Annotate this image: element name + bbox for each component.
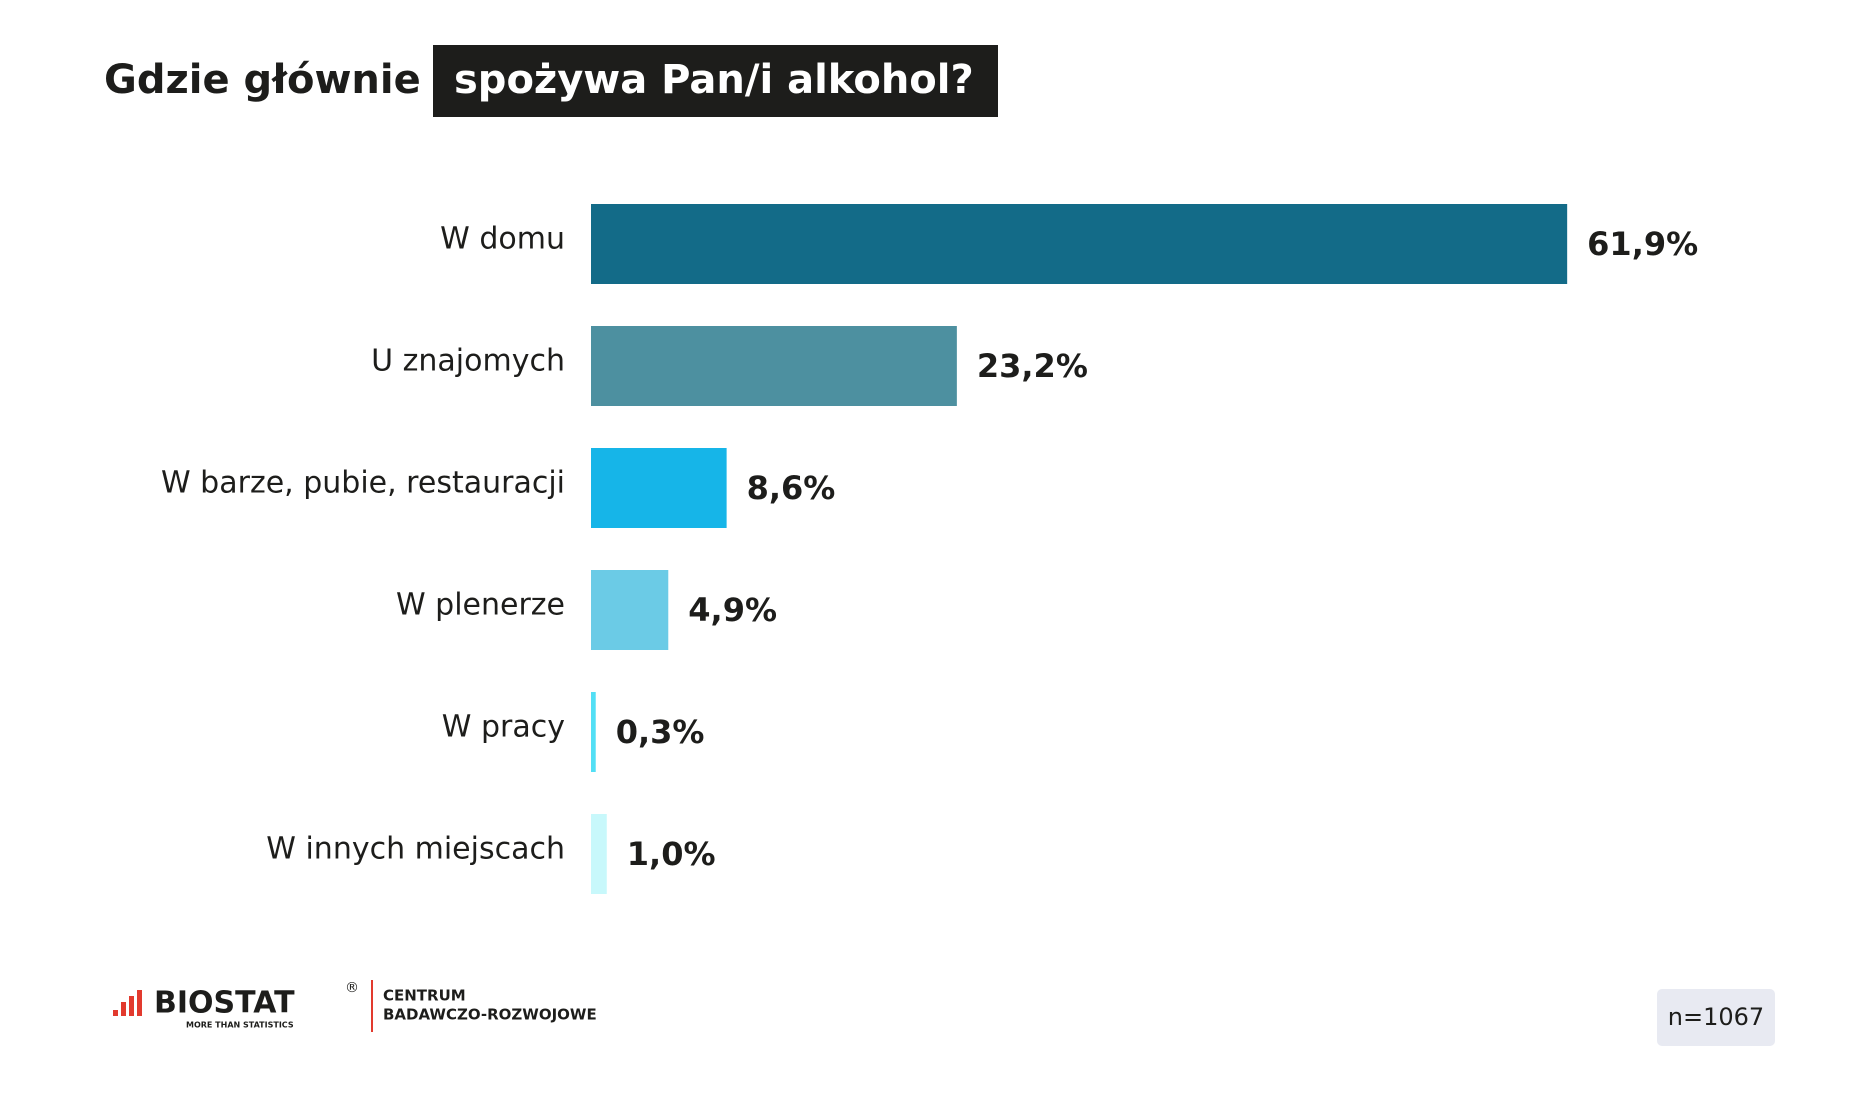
chart-title: Gdzie głównie bbox=[104, 57, 421, 103]
category-label: W innych miejscach bbox=[266, 832, 565, 867]
category-label: W barze, pubie, restauracji bbox=[161, 466, 565, 501]
value-label: 61,9% bbox=[1587, 225, 1698, 263]
category-label: W pracy bbox=[442, 710, 565, 745]
logo: BIOSTAT ® MORE THAN STATISTICS CENTRUM B… bbox=[113, 980, 597, 1032]
logo-unit: CENTRUM bbox=[383, 987, 466, 1005]
title-box bbox=[433, 45, 998, 117]
bar bbox=[591, 448, 727, 528]
logo-icon bbox=[121, 1002, 126, 1016]
value-label: 23,2% bbox=[977, 347, 1088, 385]
category-label: W domu bbox=[440, 222, 565, 257]
value-label: 8,6% bbox=[747, 469, 836, 507]
bar bbox=[591, 204, 1568, 284]
logo-unit: BADAWCZO-ROZWOJOWE bbox=[383, 1006, 597, 1024]
bar bbox=[591, 814, 607, 894]
bar bbox=[591, 326, 957, 406]
value-label: 1,0% bbox=[627, 835, 716, 873]
bar bbox=[591, 570, 669, 650]
logo-name: BIOSTAT bbox=[154, 986, 295, 1021]
sample-size: n=1067 bbox=[1668, 1003, 1764, 1031]
logo-icon bbox=[113, 1010, 118, 1016]
value-label: 0,3% bbox=[616, 713, 705, 751]
bar bbox=[591, 692, 596, 772]
logo-mark: ® bbox=[345, 980, 359, 996]
logo-icon bbox=[137, 990, 142, 1016]
logo-tagline: MORE THAN STATISTICS bbox=[186, 1021, 294, 1030]
logo-icon bbox=[129, 996, 134, 1016]
category-label: W plenerze bbox=[396, 588, 565, 623]
chart-title-highlight: spożywa Pan/i alkohol? bbox=[454, 57, 974, 103]
category-label: U znajomych bbox=[371, 344, 565, 379]
value-label: 4,9% bbox=[688, 591, 777, 629]
sample-size-box bbox=[1657, 989, 1775, 1046]
